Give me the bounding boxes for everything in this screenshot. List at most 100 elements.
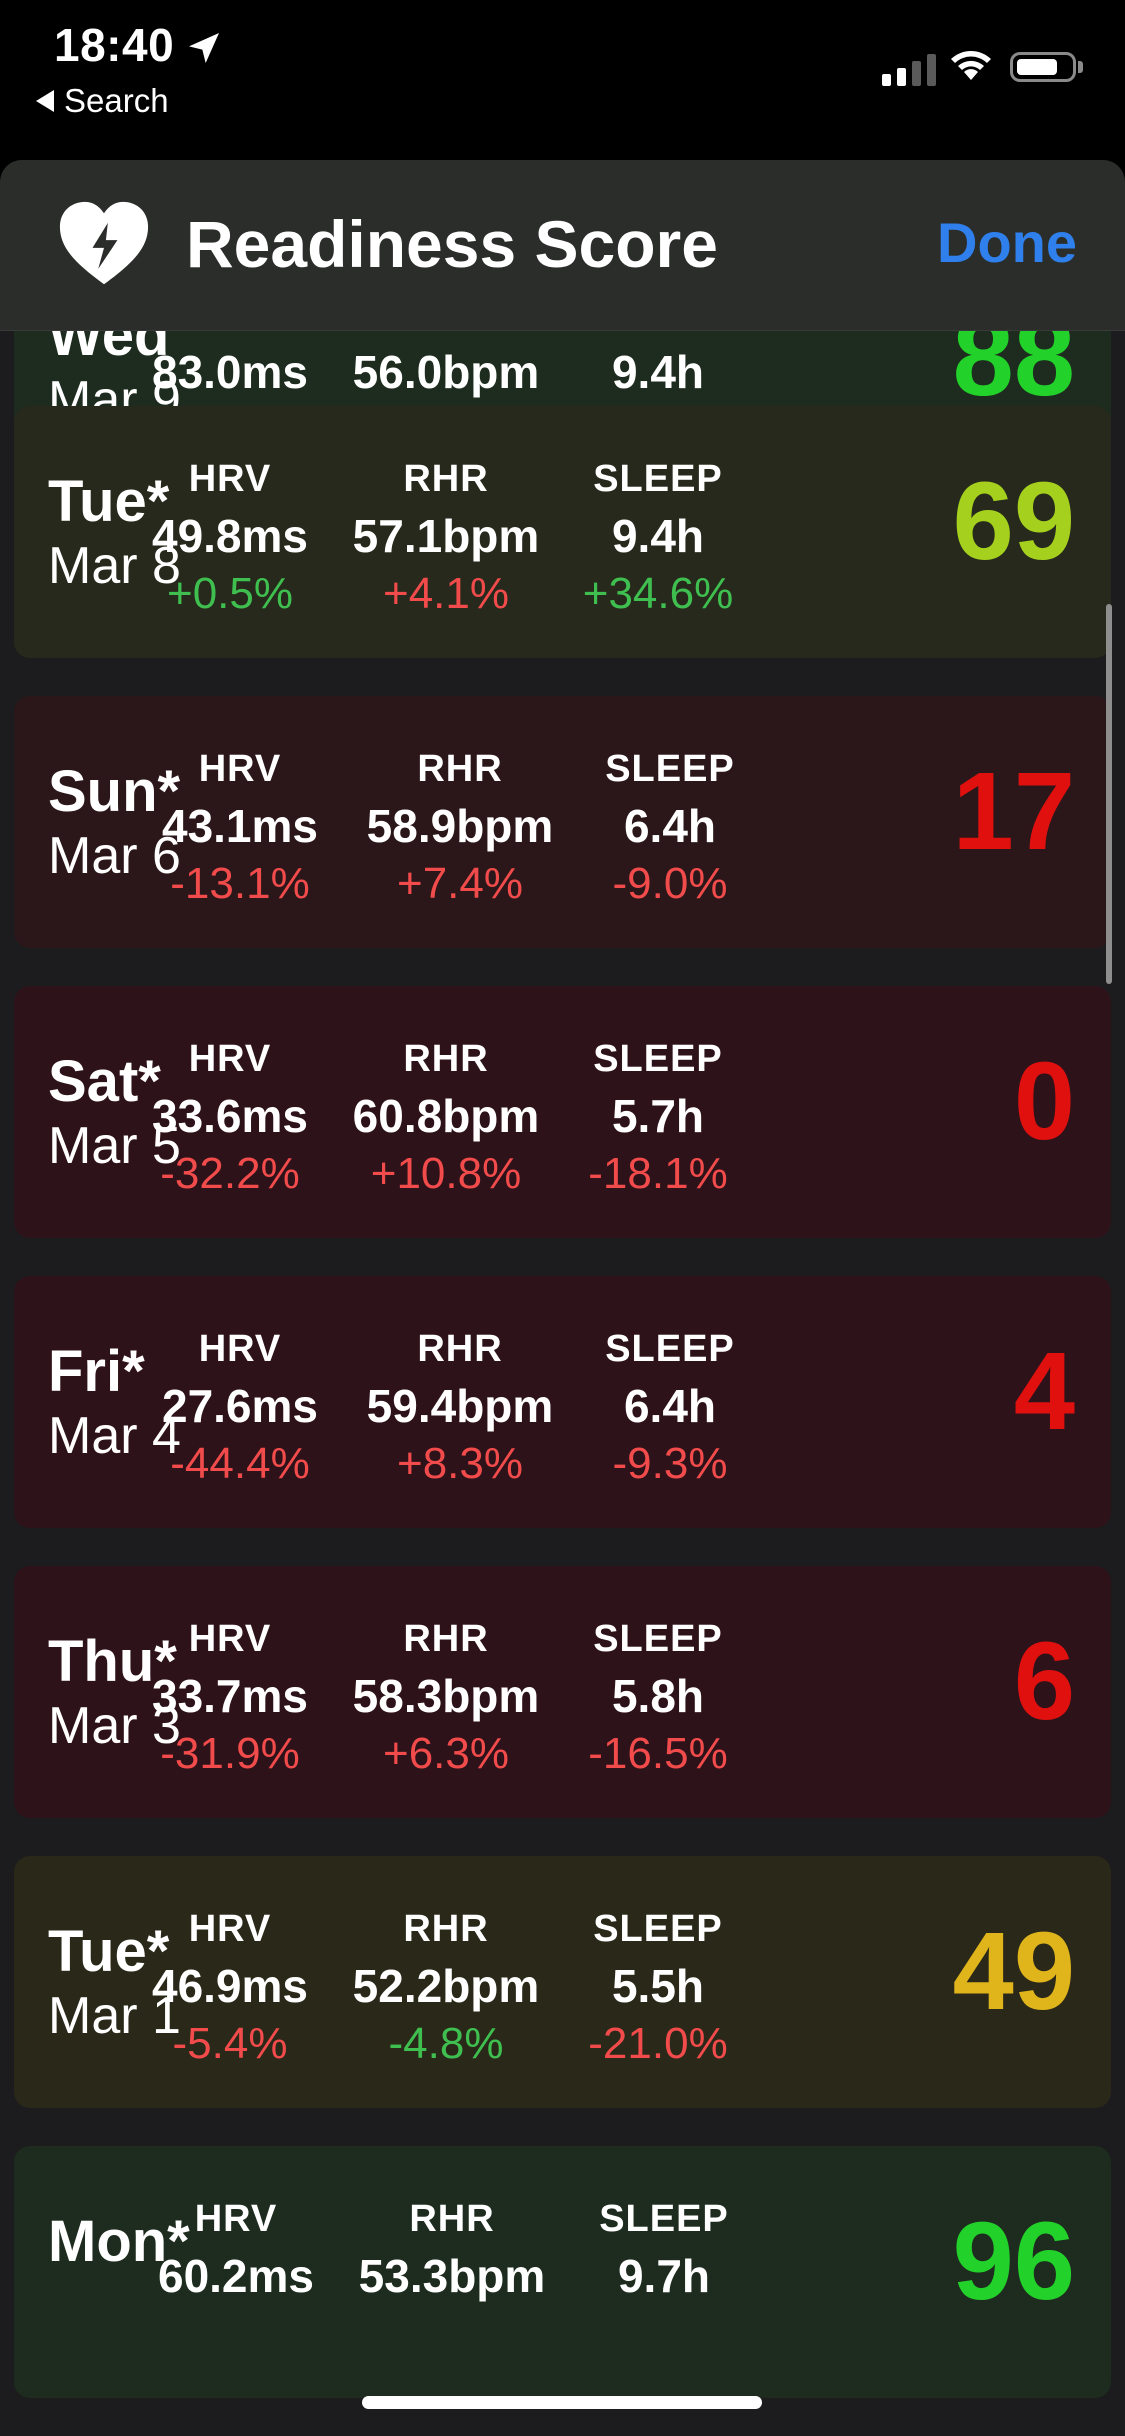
rhr-label: RHR — [336, 1908, 556, 1951]
rhr-delta: +10.8% — [336, 1149, 556, 1199]
sleep-delta: +34.6% — [548, 569, 768, 619]
metric-hrv: HRV 60.2ms — [126, 2198, 346, 2309]
metric-rhr: RHR 57.1bpm +4.1% — [336, 458, 556, 619]
status-time: 18:40 — [54, 18, 174, 72]
page-title: Readiness Score — [186, 206, 718, 282]
heart-bolt-icon — [56, 198, 152, 290]
day-card[interactable]: Tue* Mar 8 HRV 49.8ms +0.5% RHR 57.1bpm +4.1% SL… — [14, 406, 1111, 658]
rhr-label: RHR — [350, 1328, 570, 1371]
sleep-delta: -9.0% — [560, 859, 780, 909]
rhr-label: RHR — [336, 458, 556, 501]
rhr-value: 58.9bpm — [350, 799, 570, 853]
metric-hrv: HRV 33.6ms -32.2% — [120, 1038, 340, 1199]
readiness-score: 17 — [953, 748, 1075, 875]
hrv-label: HRV — [120, 1038, 340, 1081]
hrv-value: 49.8ms — [120, 509, 340, 563]
hrv-label: HRV — [120, 1908, 340, 1951]
wifi-icon — [946, 44, 996, 84]
rhr-delta: +6.3% — [336, 1729, 556, 1779]
hrv-value: 43.1ms — [130, 799, 350, 853]
hrv-delta: -32.2% — [120, 1149, 340, 1199]
sleep-label: SLEEP — [554, 2198, 774, 2241]
metric-hrv: HRV 46.9ms -5.4% — [120, 1908, 340, 2069]
readiness-score: 49 — [953, 1908, 1075, 2035]
hrv-label: HRV — [126, 2198, 346, 2241]
readiness-score: 69 — [953, 458, 1075, 585]
metric-rhr: RHR 58.3bpm +6.3% — [336, 1618, 556, 1779]
metric-rhr: RHR 58.9bpm +7.4% — [350, 748, 570, 909]
hrv-delta: -44.4% — [130, 1439, 350, 1489]
hrv-label: HRV — [130, 748, 350, 791]
back-label: Search — [64, 82, 169, 120]
metric-sleep: SLEEP 5.8h -16.5% — [548, 1618, 768, 1779]
hrv-delta: -13.1% — [130, 859, 350, 909]
readiness-score: 4 — [1014, 1328, 1075, 1455]
rhr-value: 57.1bpm — [336, 509, 556, 563]
sleep-label: SLEEP — [548, 1038, 768, 1081]
hrv-value: 60.2ms — [126, 2249, 346, 2303]
metric-sleep: SLEEP 6.4h -9.0% — [560, 748, 780, 909]
hrv-label: HRV — [120, 458, 340, 501]
sleep-delta: -16.5% — [548, 1729, 768, 1779]
day-card[interactable]: Tue* Mar 1 HRV 46.9ms -5.4% RHR 52.2bpm -4.8% SL… — [14, 1856, 1111, 2108]
sleep-delta: -21.0% — [548, 2019, 768, 2069]
battery-nub — [1078, 61, 1083, 73]
sleep-delta: -18.1% — [548, 1149, 768, 1199]
hrv-delta: -5.4% — [120, 2019, 340, 2069]
metric-sleep: SLEEP 5.5h -21.0% — [548, 1908, 768, 2069]
home-indicator[interactable] — [362, 2396, 762, 2409]
metric-sleep: SLEEP 6.4h -9.3% — [560, 1328, 780, 1489]
hrv-label: HRV — [120, 1618, 340, 1661]
metric-hrv: HRV 27.6ms -44.4% — [130, 1328, 350, 1489]
sleep-label: SLEEP — [548, 1908, 768, 1951]
day-card[interactable]: Sat* Mar 5 HRV 33.6ms -32.2% RHR 60.8bpm +10.8%… — [14, 986, 1111, 1238]
sleep-value: 5.5h — [548, 1959, 768, 2013]
metric-sleep: SLEEP 9.7h — [554, 2198, 774, 2309]
back-triangle-icon — [36, 90, 54, 112]
hrv-delta: +0.5% — [120, 569, 340, 619]
metric-rhr: RHR 59.4bpm +8.3% — [350, 1328, 570, 1489]
sheet-header: Readiness Score Done — [0, 160, 1125, 331]
rhr-delta: +4.1% — [336, 569, 556, 619]
back-to-search-button[interactable]: Search — [36, 82, 169, 120]
scrollbar[interactable] — [1106, 604, 1112, 984]
day-card[interactable]: Sun* Mar 6 HRV 43.1ms -13.1% RHR 58.9bpm +7.4% S… — [14, 696, 1111, 948]
day-card[interactable]: Thu* Mar 3 HRV 33.7ms -31.9% RHR 58.3bpm +6.3% S… — [14, 1566, 1111, 1818]
metric-hrv: HRV 43.1ms -13.1% — [130, 748, 350, 909]
metric-sleep: SLEEP 5.7h -18.1% — [548, 1038, 768, 1199]
done-button[interactable]: Done — [937, 210, 1077, 275]
hrv-label: HRV — [130, 1328, 350, 1371]
metric-hrv: HRV 49.8ms +0.5% — [120, 458, 340, 619]
sleep-label: SLEEP — [560, 1328, 780, 1371]
sleep-value: 5.8h — [548, 1669, 768, 1723]
day-card[interactable]: Mon* HRV 60.2ms RHR 53.3bpm SLEEP 9.7h 96 — [14, 2146, 1111, 2398]
readiness-score: 96 — [953, 2198, 1075, 2325]
sleep-value: 6.4h — [560, 1379, 780, 1433]
hrv-value: 27.6ms — [130, 1379, 350, 1433]
day-card[interactable]: Fri* Mar 4 HRV 27.6ms -44.4% RHR 59.4bpm +8.3% S… — [14, 1276, 1111, 1528]
rhr-value: 52.2bpm — [336, 1959, 556, 2013]
rhr-label: RHR — [342, 2198, 562, 2241]
metric-rhr: RHR 52.2bpm -4.8% — [336, 1908, 556, 2069]
metric-sleep: SLEEP 9.4h +34.6% — [548, 458, 768, 619]
sleep-label: SLEEP — [548, 458, 768, 501]
metric-rhr: RHR 53.3bpm — [342, 2198, 562, 2309]
sleep-value: 9.4h — [548, 509, 768, 563]
hrv-value: 33.6ms — [120, 1089, 340, 1143]
metric-rhr: RHR 60.8bpm +10.8% — [336, 1038, 556, 1199]
rhr-label: RHR — [336, 1618, 556, 1661]
rhr-value: 58.3bpm — [336, 1669, 556, 1723]
hrv-value: 33.7ms — [120, 1669, 340, 1723]
sleep-label: SLEEP — [560, 748, 780, 791]
hrv-value: 83.0ms — [120, 345, 340, 399]
sleep-delta: -9.3% — [560, 1439, 780, 1489]
cellular-signal-icon — [882, 46, 936, 86]
rhr-value: 53.3bpm — [342, 2249, 562, 2303]
sleep-value: 5.7h — [548, 1089, 768, 1143]
metric-hrv: HRV 33.7ms -31.9% — [120, 1618, 340, 1779]
battery-icon — [1010, 52, 1076, 82]
sleep-label: SLEEP — [548, 1618, 768, 1661]
readiness-score: 6 — [1014, 1618, 1075, 1745]
hrv-value: 46.9ms — [120, 1959, 340, 2013]
